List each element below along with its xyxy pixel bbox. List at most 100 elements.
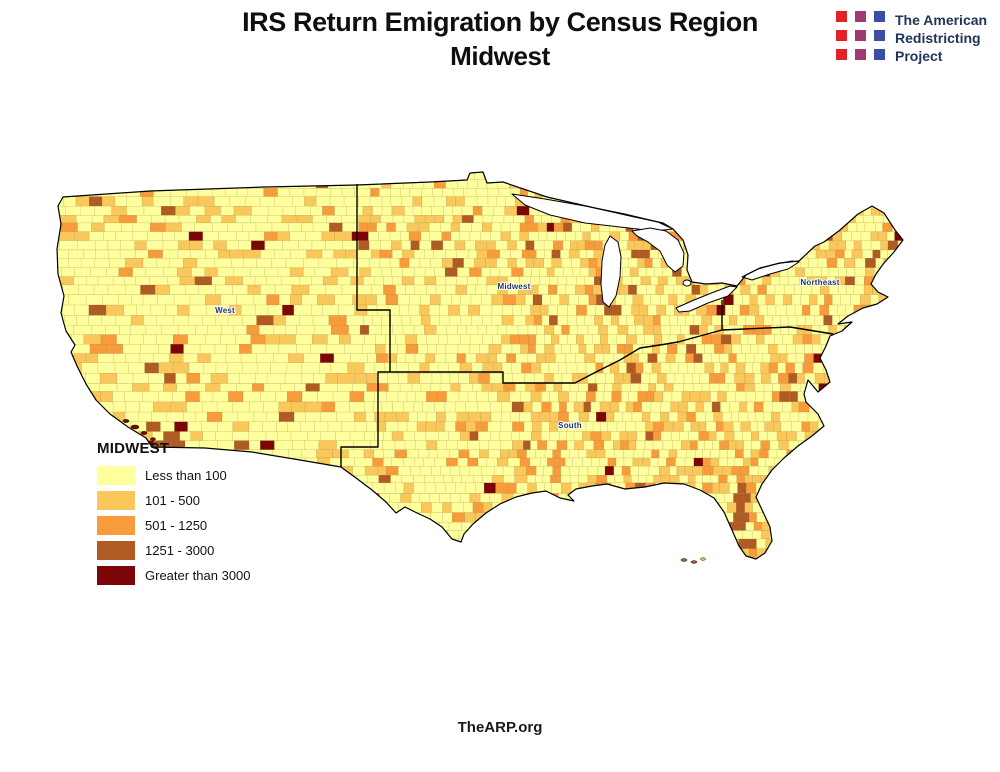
county-cell xyxy=(482,548,493,558)
county-cell xyxy=(38,363,52,373)
county-cell xyxy=(430,294,441,306)
county-cell xyxy=(469,344,480,354)
county-cell xyxy=(501,334,511,345)
county-cell xyxy=(646,475,654,484)
county-cell xyxy=(425,431,439,441)
county-cell xyxy=(169,284,186,295)
county-cell xyxy=(757,294,766,306)
county-cell xyxy=(853,475,862,484)
county-cell xyxy=(79,538,95,550)
county-cell xyxy=(716,258,724,268)
county-cell xyxy=(185,391,200,403)
county-cell xyxy=(576,391,587,403)
county-cell xyxy=(780,421,792,432)
county-cell xyxy=(480,493,490,503)
county-cell xyxy=(301,449,317,459)
county-cell xyxy=(806,391,817,403)
logo-square xyxy=(855,49,866,60)
county-cell xyxy=(699,284,708,295)
county-cell xyxy=(506,325,519,335)
county-cell xyxy=(689,205,698,216)
county-cell xyxy=(581,522,591,531)
county-cell xyxy=(751,431,760,441)
county-cell xyxy=(695,411,706,422)
county-cell xyxy=(156,315,174,326)
county-cell xyxy=(854,276,865,286)
county-cell xyxy=(76,315,90,326)
county-cell xyxy=(45,258,56,268)
county-cell xyxy=(568,391,577,403)
county-cell xyxy=(601,512,610,523)
county-cell xyxy=(907,422,915,432)
county-cell xyxy=(71,421,88,432)
county-cell xyxy=(880,304,891,316)
county-cell xyxy=(857,482,866,494)
county-cell xyxy=(549,391,559,403)
county-cell xyxy=(906,258,914,268)
county-cell xyxy=(597,383,605,392)
county-cell xyxy=(246,325,260,335)
county-cell xyxy=(500,222,511,232)
county-cell xyxy=(426,391,438,403)
county-cell xyxy=(756,215,765,224)
county-cell xyxy=(312,215,327,224)
county-cell xyxy=(482,538,494,550)
county-cell xyxy=(287,391,303,403)
county-cell xyxy=(247,188,264,197)
county-cell xyxy=(548,284,558,295)
county-cell xyxy=(414,215,426,224)
county-cell xyxy=(705,421,717,432)
county-cell xyxy=(900,304,903,316)
county-cell xyxy=(673,284,683,295)
county-cell xyxy=(439,304,449,316)
county-cell xyxy=(220,334,236,345)
county-cell xyxy=(278,401,292,413)
county-cell xyxy=(736,315,747,326)
county-cell xyxy=(428,548,441,558)
county-cell xyxy=(106,267,120,277)
county-cell xyxy=(647,493,658,503)
county-cell xyxy=(838,383,847,392)
county-cell xyxy=(232,401,250,413)
county-cell xyxy=(690,548,700,558)
county-cell xyxy=(378,475,391,484)
county-cell xyxy=(311,240,326,251)
county-cell xyxy=(527,325,537,335)
county-cell xyxy=(741,240,750,251)
county-cell xyxy=(221,215,236,224)
county-cell xyxy=(100,334,117,345)
county-cell xyxy=(524,294,534,306)
county-cell xyxy=(317,522,330,531)
county-cell xyxy=(395,222,408,232)
county-cell xyxy=(327,421,343,432)
county-cell xyxy=(686,179,696,189)
county-cell xyxy=(420,383,431,392)
county-cell xyxy=(329,475,345,484)
county-cell xyxy=(622,276,633,286)
county-cell xyxy=(752,362,761,374)
county-cell xyxy=(455,284,467,295)
county-cell xyxy=(276,530,295,540)
county-cell xyxy=(212,188,227,197)
county-cell xyxy=(57,231,60,241)
county-cell xyxy=(709,179,720,189)
county-cell xyxy=(237,240,252,251)
county-cell xyxy=(635,522,645,531)
county-cell xyxy=(877,231,888,241)
county-cell xyxy=(409,548,419,558)
county-cell xyxy=(381,172,392,180)
county-cell xyxy=(673,172,683,180)
county-cell xyxy=(89,344,107,354)
county-cell xyxy=(519,222,528,232)
county-cell xyxy=(757,172,769,180)
county-cell xyxy=(242,249,261,259)
county-cell xyxy=(610,557,618,559)
county-cell xyxy=(692,373,700,384)
county-cell xyxy=(733,294,743,306)
county-cell xyxy=(336,502,355,513)
county-cell xyxy=(314,325,332,335)
county-cell xyxy=(460,315,472,326)
county-cell xyxy=(637,548,646,558)
county-cell xyxy=(863,215,874,224)
county-cell xyxy=(341,457,355,467)
